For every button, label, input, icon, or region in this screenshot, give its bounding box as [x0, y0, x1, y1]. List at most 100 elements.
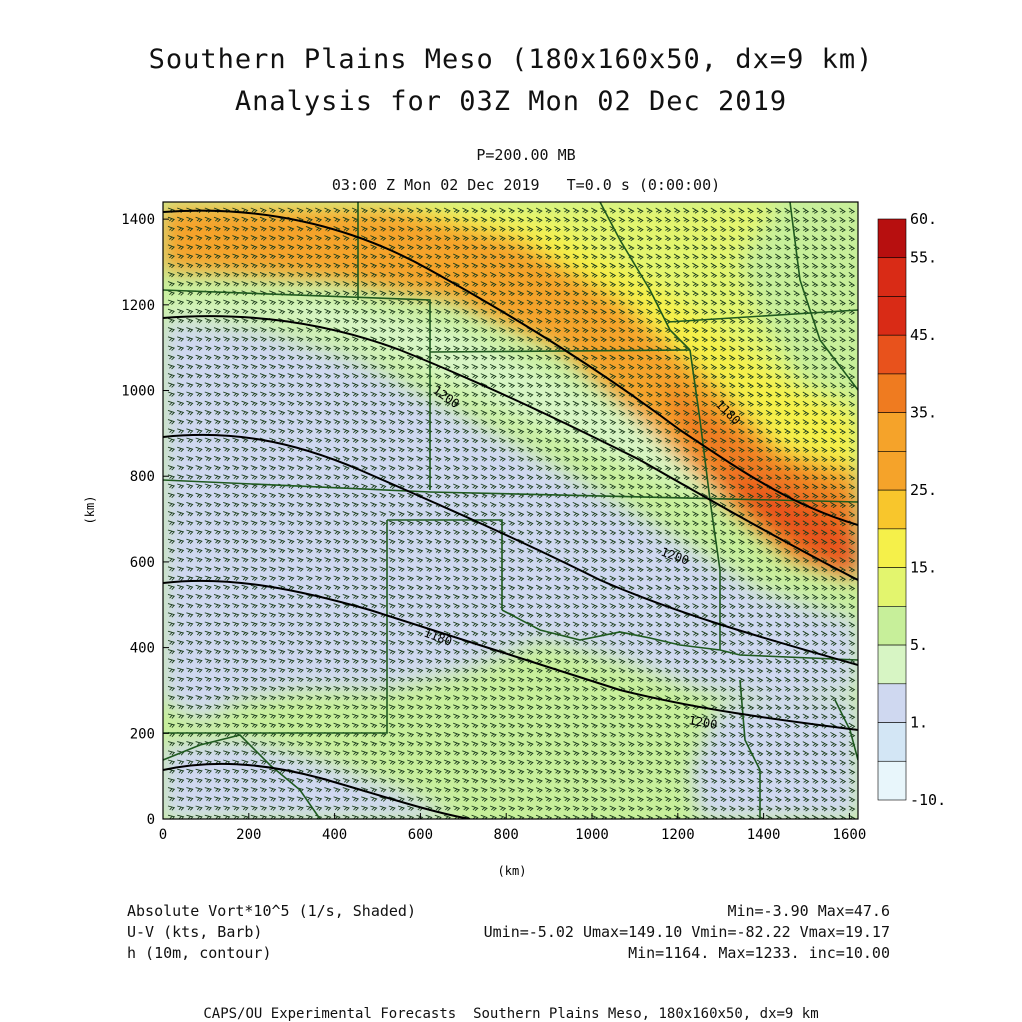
- wind-barb: [379, 649, 387, 655]
- wind-barb: [388, 529, 396, 536]
- wind-barb: [535, 630, 543, 637]
- wind-barb: [361, 492, 369, 499]
- wind-barb: [508, 584, 516, 591]
- wind-barb: [305, 235, 313, 241]
- wind-barb: [453, 713, 461, 720]
- wind-barb: [673, 216, 681, 223]
- wind-barb: [526, 382, 534, 389]
- wind-barb: [728, 483, 736, 490]
- wind-barb: [195, 584, 203, 591]
- wind-barb: [572, 446, 580, 453]
- wind-barb: [315, 271, 323, 278]
- wind-barb: [655, 272, 663, 278]
- wind-barb: [591, 639, 598, 646]
- wind-barb: [223, 492, 231, 499]
- wind-barb: [765, 465, 773, 472]
- wind-barb: [453, 529, 461, 536]
- wind-barb: [259, 428, 267, 434]
- wind-barb: [388, 271, 396, 278]
- wind-barb: [646, 612, 654, 619]
- wind-barb: [204, 520, 212, 526]
- wind-barb: [830, 262, 837, 269]
- wind-barb: [250, 557, 258, 563]
- wind-barb: [535, 244, 543, 251]
- wind-barb: [489, 667, 497, 674]
- wind-barb: [701, 262, 709, 269]
- wind-barb: [167, 400, 176, 407]
- wind-barb: [618, 501, 626, 508]
- wind-barb: [682, 216, 690, 223]
- wind-barb: [462, 271, 470, 278]
- wind-barb: [802, 400, 810, 407]
- wind-barb: [692, 272, 699, 278]
- wind-barb: [848, 603, 856, 610]
- wind-barb: [388, 584, 396, 591]
- wind-barb: [324, 345, 332, 352]
- wind-barb: [177, 409, 185, 416]
- wind-barb: [388, 474, 396, 480]
- wind-barb: [627, 428, 635, 435]
- wind-barb: [167, 704, 176, 710]
- wind-barb: [526, 354, 534, 361]
- wind-barb: [499, 455, 506, 462]
- wind-barb: [204, 685, 212, 692]
- wind-barb: [820, 226, 828, 233]
- wind-barb: [471, 474, 479, 481]
- wind-barb: [646, 253, 653, 260]
- wind-barb: [425, 547, 433, 554]
- wind-barb: [416, 704, 424, 710]
- wind-barb: [535, 584, 543, 591]
- wind-barb: [453, 373, 460, 379]
- wind-barb: [186, 428, 194, 434]
- wind-barb: [388, 336, 396, 343]
- wind-barb: [333, 400, 341, 407]
- wind-barb: [701, 630, 709, 637]
- wind-barb: [370, 538, 378, 545]
- wind-barb: [802, 226, 810, 233]
- wind-barb: [471, 547, 479, 554]
- wind-barb: [508, 639, 516, 646]
- wind-barb: [324, 492, 332, 499]
- wind-barb: [719, 520, 727, 527]
- wind-barb: [526, 400, 534, 407]
- wind-barb: [223, 382, 231, 388]
- wind-barb: [315, 225, 323, 232]
- wind-barb: [793, 318, 800, 325]
- wind-barb: [554, 685, 562, 692]
- wind-barb: [627, 584, 635, 591]
- wind-barb: [774, 538, 782, 545]
- wind-barb: [830, 272, 837, 279]
- wind-barb: [443, 281, 451, 287]
- wind-barb: [830, 649, 837, 656]
- wind-barb: [186, 235, 194, 241]
- wind-barb: [425, 621, 433, 628]
- wind-barb: [692, 428, 699, 435]
- wind-barb: [738, 207, 745, 214]
- wind-barb: [278, 695, 286, 701]
- wind-barb: [545, 584, 552, 591]
- wind-barb: [637, 676, 644, 683]
- wind-barb: [342, 271, 350, 278]
- wind-barb: [315, 391, 323, 398]
- wind-barb: [379, 382, 387, 388]
- wind-barb: [563, 400, 571, 407]
- wind-barb: [315, 704, 323, 710]
- wind-barb: [259, 658, 268, 664]
- wind-barb: [232, 630, 240, 637]
- wind-barb: [581, 409, 589, 416]
- wind-barb: [563, 327, 571, 334]
- wind-barb: [370, 235, 378, 241]
- wind-barb: [581, 455, 589, 462]
- wind-barb: [839, 318, 846, 325]
- wind-barb: [682, 529, 690, 536]
- wind-barb: [563, 382, 571, 389]
- wind-barb: [655, 603, 663, 609]
- wind-barb: [213, 327, 221, 333]
- wind-barb: [213, 557, 222, 563]
- wind-barb: [204, 667, 212, 673]
- wind-barb: [774, 382, 782, 389]
- wind-barb: [682, 354, 690, 361]
- wind-barb: [342, 345, 350, 352]
- wind-barb: [489, 713, 497, 720]
- wind-barb: [820, 612, 828, 619]
